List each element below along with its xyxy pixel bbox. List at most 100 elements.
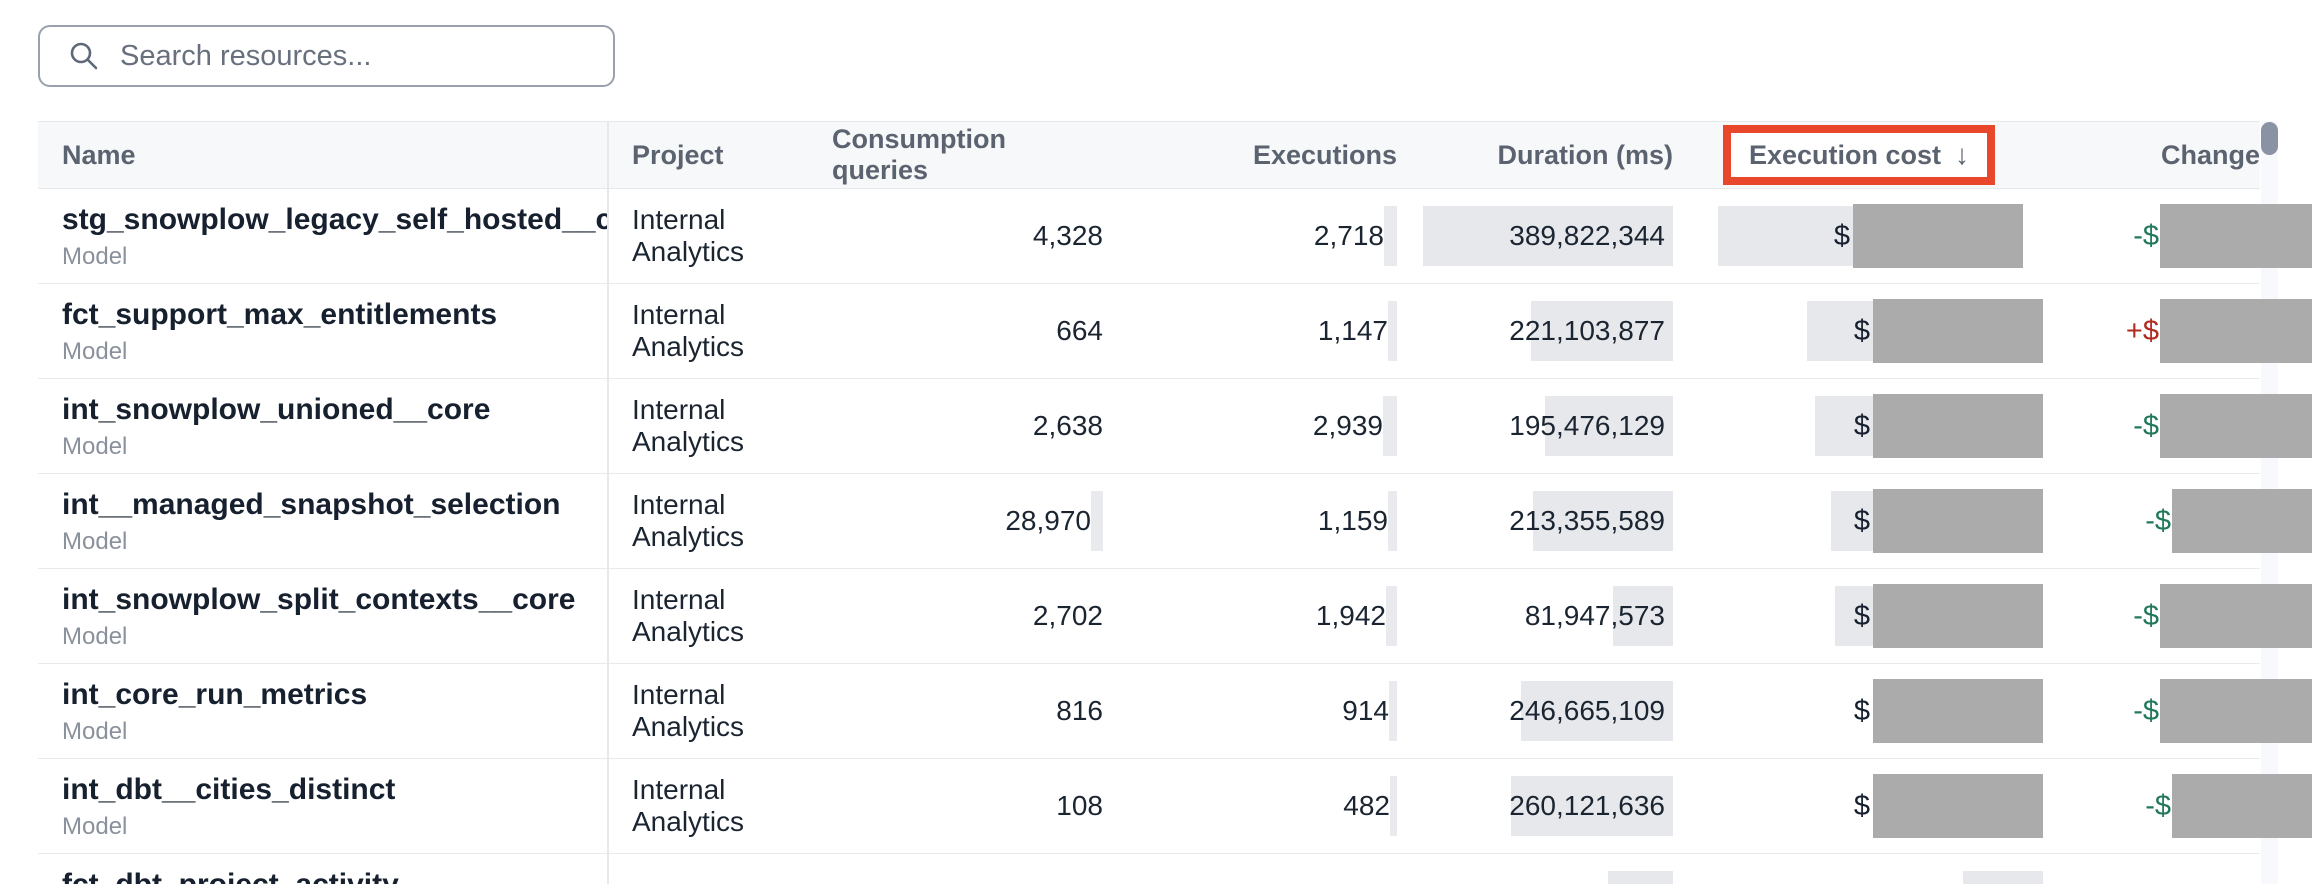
search-box[interactable] [38, 25, 615, 87]
consumption-queries-value: 816 [1056, 695, 1103, 726]
resource-name-link[interactable]: int_dbt__cities_distinct [62, 772, 396, 806]
table-row[interactable]: int_snowplow_unioned__core Model Interna… [38, 379, 2312, 474]
table-row[interactable]: int__managed_snapshot_selection Model In… [38, 474, 2312, 569]
cost-redaction-block [1873, 394, 2043, 458]
executions-cell [1103, 854, 1397, 884]
executions-heat-bar [1383, 396, 1397, 456]
table-row[interactable]: fct_dbt_project_activity Model [38, 854, 2260, 884]
resource-name-cell[interactable]: stg_snowplow_legacy_self_hosted__cor... … [38, 189, 607, 283]
column-header-change[interactable]: Change [2160, 139, 2260, 170]
scrollbar-thumb[interactable] [2261, 122, 2278, 155]
consumption-queries-value: 2,702 [1032, 600, 1103, 631]
change-cell: -$ [2043, 759, 2312, 853]
executions-heat-bar [1390, 776, 1397, 836]
currency-symbol: $ [1853, 599, 1870, 632]
project-cell [607, 854, 832, 884]
consumption-heat-bar [1091, 491, 1103, 551]
executions-cell: 2,939 [1103, 379, 1397, 473]
column-header-project[interactable]: Project [632, 139, 724, 170]
cost-redaction-block [1873, 584, 2043, 648]
resource-name-link[interactable]: int_snowplow_split_contexts__core [62, 582, 576, 616]
execution-cost-cell: $ [1673, 474, 2043, 568]
resource-name-link[interactable]: fct_support_max_entitlements [62, 297, 498, 331]
resource-name-cell[interactable]: int_snowplow_unioned__core Model [38, 379, 607, 473]
duration-heat-bar [1423, 206, 1673, 266]
resource-type-label: Model [62, 717, 128, 745]
consumption-queries-value: 108 [1056, 790, 1103, 821]
column-header-execution-cost[interactable]: Execution cost ↓ [1673, 122, 2043, 188]
change-cell: -$ [2043, 189, 2312, 283]
duration-cell: 260,121,636 [1397, 759, 1673, 853]
duration-heat-bar [1531, 301, 1673, 361]
change-cell [2043, 854, 2260, 884]
duration-value: 221,103,877 [1509, 315, 1665, 346]
currency-symbol: $ [1853, 789, 1870, 822]
project-cell: Internal Analytics [632, 679, 745, 742]
change-cell: +$ [2043, 284, 2312, 378]
duration-value: 389,822,344 [1509, 220, 1665, 251]
currency-symbol: $ [1853, 314, 1870, 347]
executions-cell: 482 [1103, 759, 1397, 853]
cost-heat-bar: $ [1835, 586, 1873, 646]
currency-symbol: $ [1853, 694, 1870, 727]
duration-cell: 389,822,344 [1397, 189, 1673, 283]
executions-cell: 1,942 [1103, 569, 1397, 663]
duration-value: 195,476,129 [1509, 410, 1665, 441]
consumption-queries-cell: 2,702 [832, 569, 1103, 663]
execution-cost-cell: $ [1673, 189, 2043, 283]
cost-redaction-block [1873, 774, 2043, 838]
cost-heat-bar: $ [1807, 301, 1873, 361]
change-cell: -$ [2043, 569, 2312, 663]
resource-name-link[interactable]: int__managed_snapshot_selection [62, 487, 561, 521]
cost-heat-bar: $ [1831, 491, 1873, 551]
duration-cell [1397, 854, 1673, 884]
table-row[interactable]: fct_support_max_entitlements Model Inter… [38, 284, 2312, 379]
table-row[interactable]: stg_snowplow_legacy_self_hosted__cor... … [38, 189, 2312, 284]
duration-heat-bar [1613, 586, 1673, 646]
duration-value: 81,947,573 [1524, 600, 1665, 631]
resource-name-cell[interactable]: int_core_run_metrics Model [38, 664, 607, 758]
resource-name-link[interactable]: int_core_run_metrics [62, 677, 368, 711]
column-header-duration[interactable]: Duration (ms) [1497, 139, 1674, 170]
table-row[interactable]: int_dbt__cities_distinct Model Internal … [38, 759, 2312, 854]
resource-name-link[interactable]: stg_snowplow_legacy_self_hosted__cor... [62, 202, 607, 236]
executions-value: 2,718 [1313, 220, 1384, 251]
column-header-consumption-queries[interactable]: Consumption queries [832, 124, 1006, 185]
search-input[interactable] [120, 39, 593, 73]
resource-name-cell[interactable]: fct_dbt_project_activity Model [38, 854, 607, 884]
table-row[interactable]: int_snowplow_split_contexts__core Model … [38, 569, 2312, 664]
change-sign: -$ [2133, 694, 2159, 727]
execution-cost-cell: $ [1673, 569, 2043, 663]
project-cell: Internal Analytics [632, 774, 745, 837]
change-cell: -$ [2043, 379, 2312, 473]
executions-value: 482 [1343, 790, 1390, 821]
resource-name-cell[interactable]: int_dbt__cities_distinct Model [38, 759, 607, 853]
change-redaction-block [2160, 299, 2312, 363]
executions-value: 2,939 [1312, 410, 1383, 441]
column-header-name[interactable]: Name [62, 139, 136, 170]
resource-name-link[interactable]: int_snowplow_unioned__core [62, 392, 491, 426]
execution-cost-cell: $ [1673, 284, 2043, 378]
executions-heat-bar [1388, 301, 1397, 361]
consumption-queries-value: 28,970 [1005, 505, 1091, 536]
table-row[interactable]: int_core_run_metrics Model Internal Anal… [38, 664, 2312, 759]
cost-heat-bar: $ [1854, 776, 1873, 836]
executions-heat-bar [1386, 586, 1397, 646]
executions-heat-bar [1384, 206, 1397, 266]
resource-name-link[interactable]: fct_dbt_project_activity [62, 867, 399, 884]
cost-heat-bar [1963, 871, 2043, 884]
cost-redaction-block [1873, 489, 2043, 553]
change-redaction-block [2172, 489, 2312, 553]
executions-heat-bar [1388, 491, 1397, 551]
change-redaction-block [2160, 394, 2312, 458]
column-header-executions[interactable]: Executions [1252, 139, 1397, 170]
execution-cost-cell: $ [1673, 664, 2043, 758]
resource-name-cell[interactable]: int_snowplow_split_contexts__core Model [38, 569, 607, 663]
resource-name-cell[interactable]: int__managed_snapshot_selection Model [38, 474, 607, 568]
execution-cost-cell: $ [1673, 379, 2043, 473]
change-sign: -$ [2133, 219, 2159, 252]
project-cell: Internal Analytics [632, 299, 745, 362]
executions-cell: 914 [1103, 664, 1397, 758]
duration-heat-bar [1533, 491, 1673, 551]
resource-name-cell[interactable]: fct_support_max_entitlements Model [38, 284, 607, 378]
